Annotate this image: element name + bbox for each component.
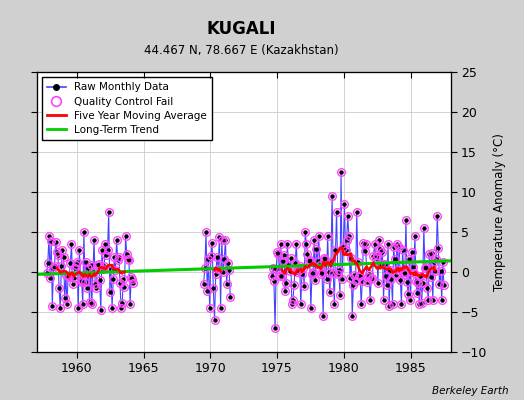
Y-axis label: Temperature Anomaly (°C): Temperature Anomaly (°C) [493,133,506,291]
Text: 44.467 N, 78.667 E (Kazakhstan): 44.467 N, 78.667 E (Kazakhstan) [144,44,339,57]
Legend: Raw Monthly Data, Quality Control Fail, Five Year Moving Average, Long-Term Tren: Raw Monthly Data, Quality Control Fail, … [42,77,212,140]
Text: KUGALI: KUGALI [206,20,276,38]
Text: Berkeley Earth: Berkeley Earth [432,386,508,396]
